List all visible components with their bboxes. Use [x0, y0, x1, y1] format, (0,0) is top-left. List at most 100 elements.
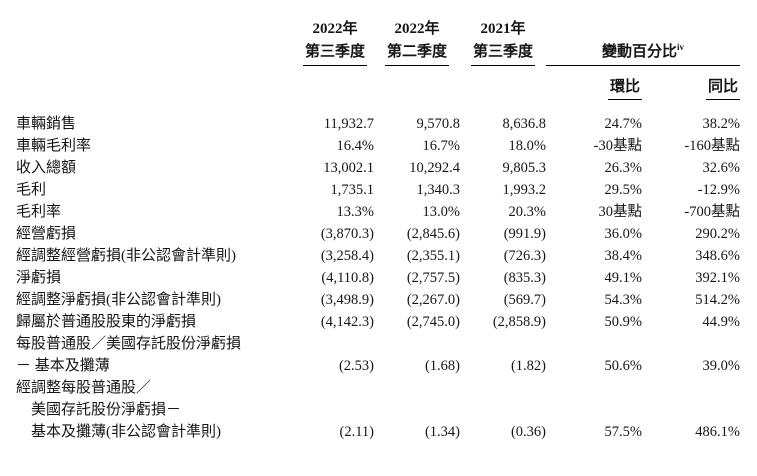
header-year-row: 2022年 2022年 2021年	[16, 18, 740, 40]
cell-2022q3: 1,735.1	[330, 182, 375, 198]
label-column-header	[16, 40, 296, 66]
year-label: 2021年	[480, 21, 526, 37]
col-header-2022q3-quarter: 第三季度	[296, 40, 374, 66]
cell-2021q3	[460, 399, 546, 421]
cell-qoq	[546, 377, 642, 399]
cell-yoy: 44.9%	[702, 314, 740, 330]
row-label: 毛利率	[16, 204, 62, 220]
row-label: 美國存託股份淨虧損－	[31, 402, 182, 418]
table-row: 毛利率 13.3% 13.0% 20.3% 30基點 -700基點	[16, 201, 740, 223]
cell-2021q3: (991.9)	[503, 226, 546, 242]
cell-2022q3	[296, 333, 374, 355]
cell-yoy: 348.6%	[695, 248, 740, 264]
cell-qoq: 24.7%	[604, 116, 642, 132]
cell-2022q2: (2,745.0)	[406, 314, 460, 330]
label-column-header	[16, 18, 296, 40]
change-percentage-label: 變動百分比	[601, 44, 677, 60]
table-row: 車輛銷售 11,932.7 9,570.8 8,636.8 24.7% 38.2%	[16, 100, 740, 135]
cell-2021q3: 18.0%	[508, 138, 546, 154]
qoq-label: 環比	[607, 75, 642, 100]
cell-qoq: 36.0%	[604, 226, 642, 242]
cell-qoq: 50.9%	[604, 314, 642, 330]
row-label: 經調整經營虧損(非公認會計準則)	[16, 248, 236, 264]
cell-qoq: 57.5%	[604, 424, 642, 440]
cell-yoy: 392.1%	[695, 270, 740, 286]
row-label: 經調整每股普通股／	[16, 380, 152, 396]
table-row: 經調整每股普通股／	[16, 377, 740, 399]
cell-2022q2: (2,757.5)	[406, 270, 460, 286]
table-row: 每股普通股／美國存託股份淨虧損	[16, 333, 740, 355]
header-change-sub-row: 環比 同比	[16, 66, 740, 100]
row-label: － 基本及攤薄	[16, 358, 110, 374]
cell-yoy: -160基點	[684, 138, 740, 154]
cell-2021q3: (1.82)	[510, 358, 546, 374]
col-header-2022q3-year: 2022年	[296, 18, 374, 40]
cell-qoq: 29.5%	[604, 182, 642, 198]
change-header-spacer	[546, 18, 740, 40]
cell-yoy: 32.6%	[702, 160, 740, 176]
cell-qoq: 38.4%	[604, 248, 642, 264]
quarter-label: 第三季度	[302, 40, 367, 66]
cell-yoy: 38.2%	[702, 116, 740, 132]
cell-2021q3	[460, 377, 546, 399]
quarter-label: 第二季度	[384, 40, 449, 66]
row-label: 淨虧損	[16, 270, 62, 286]
cell-2021q3: 8,636.8	[502, 116, 547, 132]
cell-2022q2: 9,570.8	[416, 116, 461, 132]
cell-2022q3: (4,142.3)	[320, 314, 374, 330]
cell-yoy: 290.2%	[695, 226, 740, 242]
table-row: 淨虧損 (4,110.8) (2,757.5) (835.3) 49.1% 392.1%	[16, 267, 740, 289]
row-label: 歸屬於普通股股東的淨虧損	[16, 314, 197, 330]
table-row: 收入總額 13,002.1 10,292.4 9,805.3 26.3% 32.6%	[16, 157, 740, 179]
cell-2021q3: 20.3%	[508, 204, 546, 220]
cell-yoy: -12.9%	[697, 182, 740, 198]
cell-2021q3: 9,805.3	[502, 160, 547, 176]
year-label: 2022年	[312, 21, 358, 37]
cell-2021q3: (2,858.9)	[492, 314, 546, 330]
cell-2022q3: (3,870.3)	[320, 226, 374, 242]
cell-qoq: 30基點	[598, 204, 643, 220]
footnote-ref-iv: iv	[677, 42, 685, 52]
cell-2021q3: 1,993.2	[502, 182, 547, 198]
cell-2022q3: (3,498.9)	[320, 292, 374, 308]
cell-qoq: -30基點	[593, 138, 642, 154]
cell-2022q2: (2,355.1)	[406, 248, 460, 264]
table-row: 經營虧損 (3,870.3) (2,845.6) (991.9) 36.0% 290.2%	[16, 223, 740, 245]
cell-qoq: 54.3%	[604, 292, 642, 308]
cell-qoq	[546, 399, 642, 421]
cell-2022q2: 16.7%	[422, 138, 460, 154]
cell-yoy	[642, 333, 740, 355]
cell-2022q3: 16.4%	[336, 138, 374, 154]
cell-2022q2	[374, 377, 460, 399]
cell-2022q3: 11,932.7	[323, 116, 374, 132]
table-row: 經調整淨虧損(非公認會計準則) (3,498.9) (2,267.0) (569.7)…	[16, 289, 740, 311]
row-label: 收入總額	[16, 160, 77, 176]
cell-2021q3: (726.3)	[503, 248, 546, 264]
header-quarter-row: 第三季度 第二季度 第三季度 變動百分比iv	[16, 40, 740, 66]
cell-2022q2	[374, 399, 460, 421]
cell-2021q3: (835.3)	[503, 270, 546, 286]
cell-2021q3: (0.36)	[510, 424, 546, 440]
table-row: － 基本及攤薄 (2.53) (1.68) (1.82) 50.6% 39.0%	[16, 355, 740, 377]
table-row: 美國存託股份淨虧損－	[16, 399, 740, 421]
cell-2022q2: (1.68)	[424, 358, 460, 374]
cell-2022q3: (2.53)	[338, 358, 374, 374]
yoy-label: 同比	[705, 75, 740, 100]
cell-2022q2: 10,292.4	[409, 160, 460, 176]
cell-yoy	[642, 377, 740, 399]
cell-yoy	[642, 399, 740, 421]
table-row: 歸屬於普通股股東的淨虧損 (4,142.3) (2,745.0) (2,858.9) 5…	[16, 311, 740, 333]
cell-2022q3: (2.11)	[339, 424, 375, 440]
row-label: 車輛毛利率	[16, 138, 92, 154]
table-row: 毛利 1,735.1 1,340.3 1,993.2 29.5% -12.9%	[16, 179, 740, 201]
col-header-qoq: 環比	[546, 66, 642, 100]
col-header-2021q3-year: 2021年	[460, 18, 546, 40]
cell-2022q2: (1.34)	[424, 424, 460, 440]
quarter-label: 第三季度	[470, 40, 535, 66]
year-label: 2022年	[394, 21, 440, 37]
row-label: 車輛銷售	[16, 116, 77, 132]
col-header-2022q2-year: 2022年	[374, 18, 460, 40]
cell-2022q2	[374, 333, 460, 355]
cell-yoy: 514.2%	[695, 292, 740, 308]
cell-2022q3: (3,258.4)	[320, 248, 374, 264]
